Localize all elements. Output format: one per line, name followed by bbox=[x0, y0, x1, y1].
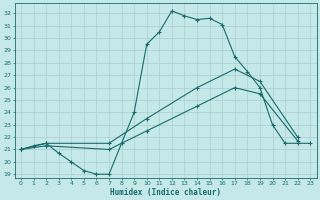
X-axis label: Humidex (Indice chaleur): Humidex (Indice chaleur) bbox=[110, 188, 221, 197]
